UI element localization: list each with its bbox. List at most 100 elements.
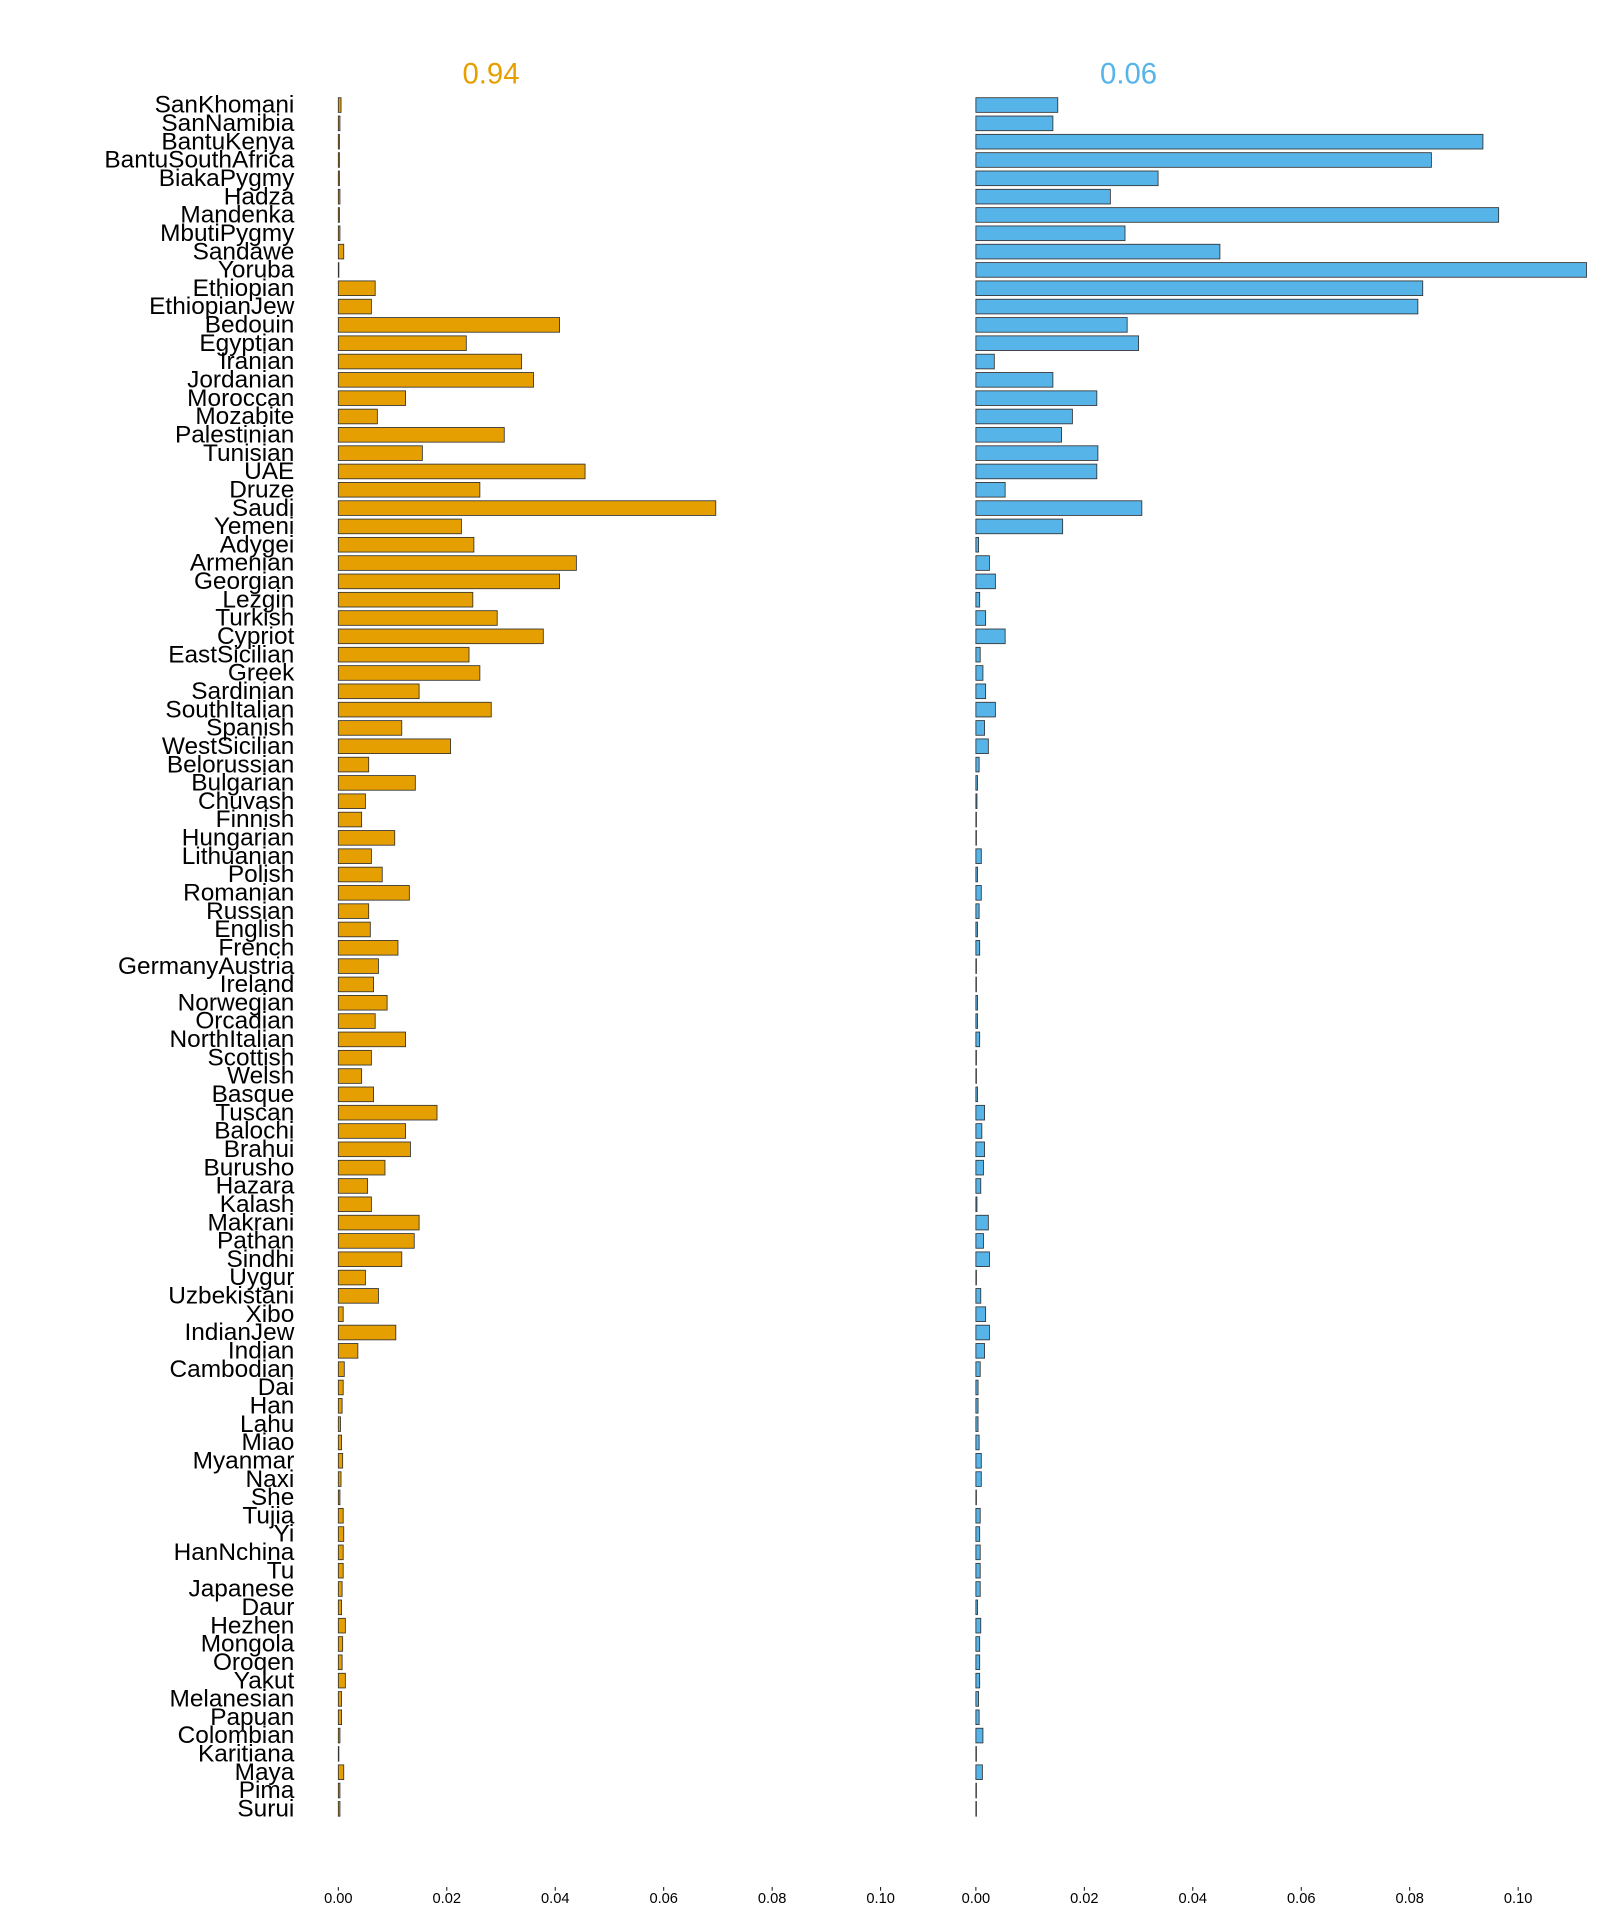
bar	[975, 1013, 978, 1029]
bar	[337, 298, 372, 315]
bar	[975, 1691, 980, 1707]
bar	[337, 1434, 343, 1451]
category-label: Balochi	[214, 1118, 294, 1145]
category-label: SouthItalian	[165, 696, 294, 723]
x-tick-label: 0.02	[1070, 1891, 1098, 1907]
bar	[337, 1709, 343, 1726]
bar	[337, 280, 376, 296]
x-tick-label: 0.02	[433, 1891, 462, 1907]
category-label: She	[251, 1484, 294, 1511]
bar	[975, 1178, 982, 1194]
category-label: Moroccan	[187, 385, 294, 412]
bar	[337, 97, 342, 113]
bar	[337, 262, 340, 278]
bar	[975, 353, 995, 370]
x-tick-label: 0.06	[1287, 1891, 1315, 1907]
bar	[337, 885, 410, 901]
category-label: Papuan	[210, 1704, 294, 1731]
bar	[975, 976, 977, 993]
bar	[337, 1343, 359, 1359]
bar	[337, 866, 383, 883]
category-label: BantuSouthAfrica	[104, 147, 294, 174]
bar	[975, 885, 982, 901]
category-label: Hezhen	[210, 1612, 294, 1639]
category-label: Cambodian	[170, 1356, 295, 1383]
category-label: Bedouin	[205, 312, 295, 339]
bar	[337, 830, 396, 846]
category-label: WestSicilian	[162, 733, 294, 760]
bar	[337, 1764, 345, 1780]
x-tick-label: 0.06	[649, 1891, 677, 1907]
category-label: Basque	[212, 1081, 295, 1108]
bar	[975, 390, 1098, 406]
bar	[975, 1251, 990, 1267]
bar	[975, 1269, 977, 1286]
bar	[337, 848, 372, 864]
category-label: Hazara	[216, 1173, 295, 1200]
bar	[337, 1526, 345, 1542]
category-label: Bulgarian	[191, 770, 294, 797]
bar	[337, 390, 406, 406]
category-label: SanKhomani	[155, 92, 295, 119]
category-label: French	[218, 934, 294, 961]
category-label: Armenian	[190, 550, 294, 577]
bar	[975, 1159, 984, 1176]
bar	[337, 1544, 344, 1561]
bar	[975, 1617, 982, 1634]
bar	[975, 903, 980, 919]
bar	[975, 1214, 989, 1231]
bar	[975, 701, 996, 718]
bar	[975, 1343, 985, 1359]
bar	[975, 1764, 983, 1780]
category-label: Tuscan	[215, 1099, 294, 1126]
bar	[337, 1196, 372, 1213]
bar	[975, 1324, 990, 1341]
bar	[975, 97, 1059, 113]
category-label: Uygur	[229, 1264, 294, 1291]
category-label: Chuvash	[198, 788, 294, 815]
bar	[337, 1398, 343, 1414]
bar	[975, 775, 978, 791]
category-label: Sindhi	[226, 1246, 294, 1273]
bar	[337, 1489, 341, 1506]
bar	[337, 1086, 374, 1103]
bar	[975, 573, 996, 590]
bar	[337, 353, 523, 370]
category-label: Jordanian	[187, 367, 294, 394]
bar	[337, 1031, 406, 1048]
bar	[337, 1801, 341, 1817]
bar	[975, 1233, 984, 1249]
bar	[337, 720, 403, 736]
bar	[337, 775, 416, 791]
bar	[337, 1562, 344, 1579]
bar	[337, 482, 481, 498]
bar	[975, 1141, 985, 1158]
category-label: Makrani	[208, 1209, 295, 1236]
category-label: Melanesian	[170, 1686, 295, 1713]
category-label: Colombian	[178, 1722, 295, 1749]
bar	[975, 1782, 977, 1799]
bar	[337, 958, 379, 974]
x-tick-label: 0.08	[758, 1891, 786, 1907]
bar	[975, 720, 985, 736]
bar	[337, 628, 544, 645]
bar	[337, 1178, 369, 1194]
bar	[975, 848, 982, 864]
category-label: Pathan	[217, 1228, 294, 1255]
category-label: Yoruba	[218, 257, 295, 284]
bar	[337, 701, 492, 718]
bar	[337, 1013, 376, 1029]
bar	[337, 1727, 341, 1744]
category-label: HanNchina	[174, 1539, 295, 1566]
bar	[975, 1654, 981, 1671]
category-label: Turkish	[215, 605, 294, 632]
category-label: Naxi	[246, 1466, 295, 1493]
category-label: Mozabite	[195, 403, 294, 430]
bar	[975, 1526, 981, 1542]
bar	[337, 811, 363, 828]
bar	[337, 903, 370, 919]
category-label: Welsh	[227, 1063, 294, 1090]
bar	[337, 1782, 341, 1799]
x-tick-label: 0.10	[1504, 1891, 1533, 1907]
bar	[975, 1562, 981, 1579]
